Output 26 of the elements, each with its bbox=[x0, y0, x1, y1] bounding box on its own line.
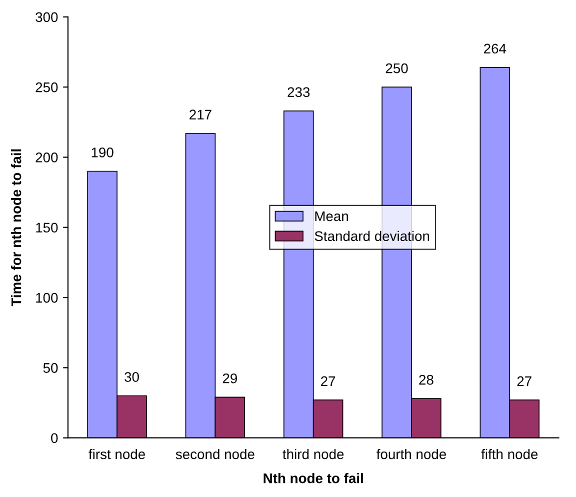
y-tick-label: 250 bbox=[36, 82, 58, 92]
legend-label: Standard deviation bbox=[314, 230, 430, 242]
data-label: 29 bbox=[222, 373, 237, 384]
y-tick-label: 150 bbox=[36, 222, 58, 233]
x-tick-label: first node bbox=[88, 448, 145, 460]
y-tick-label: 100 bbox=[36, 292, 58, 303]
x-tick-label: fourth node bbox=[376, 448, 446, 460]
y-tick-label: 0 bbox=[51, 433, 58, 444]
data-label: 190 bbox=[92, 148, 114, 158]
data-label: 27 bbox=[321, 376, 336, 386]
y-tick-label: 50 bbox=[43, 363, 58, 373]
x-axis-title: Nth node to fail bbox=[264, 473, 363, 484]
data-label: 264 bbox=[484, 44, 506, 54]
legend-label: Mean bbox=[315, 211, 348, 222]
y-tick-label: 200 bbox=[36, 152, 58, 162]
data-label: 30 bbox=[124, 372, 139, 382]
data-label: 28 bbox=[419, 374, 434, 385]
data-label: 250 bbox=[386, 63, 408, 74]
x-tick-label: third node bbox=[282, 448, 344, 460]
y-axis-title: Time for nth node to fail bbox=[11, 149, 22, 306]
x-tick-label: second node bbox=[176, 448, 254, 460]
data-label: 233 bbox=[288, 87, 310, 98]
y-tick-label: 300 bbox=[36, 12, 58, 22]
data-label: 27 bbox=[517, 376, 532, 386]
x-tick-label: fifth node bbox=[481, 448, 538, 460]
data-label: 217 bbox=[190, 110, 212, 120]
